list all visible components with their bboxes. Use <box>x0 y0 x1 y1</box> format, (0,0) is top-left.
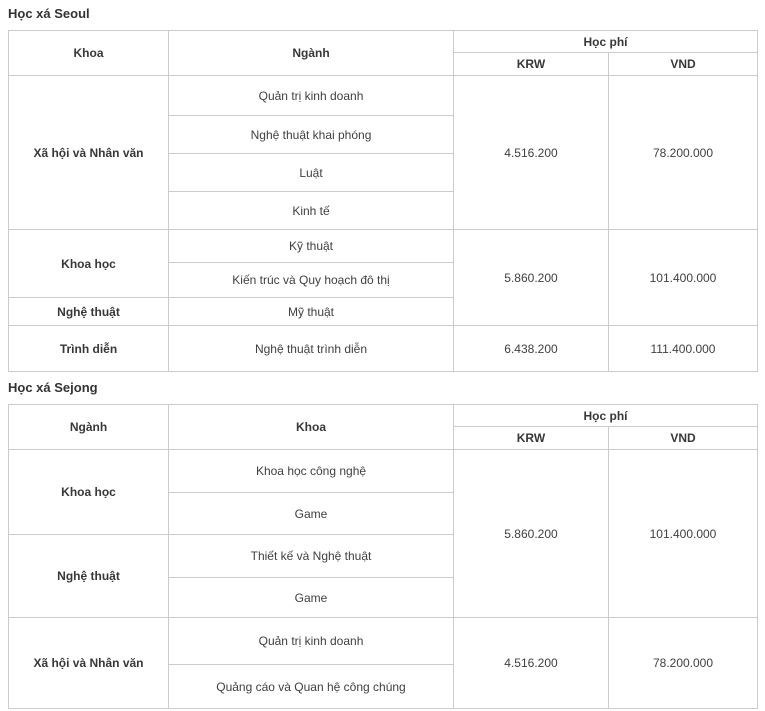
table-row: Xã hội và Nhân văn Quản trị kinh doanh 4… <box>8 617 758 709</box>
sejong-group-cell: Nghệ thuật <box>8 534 169 618</box>
sejong-major-cell: Quảng cáo và Quan hệ công chúng <box>168 664 454 709</box>
table-row: Quảng cáo và Quan hệ công chúng <box>9 664 758 709</box>
seoul-major-cell: Kỹ thuật <box>168 229 454 263</box>
seoul-major-cell: Kinh tế <box>168 191 454 230</box>
sejong-header-vnd: VND <box>608 426 758 450</box>
table-row: Game <box>9 492 758 535</box>
table-row: Nghệ thuật khai phóng <box>9 115 758 154</box>
seoul-header-hoc-phi: Học phí <box>453 30 758 53</box>
sejong-heading: Học xá Sejong <box>8 380 98 395</box>
sejong-group-cell: Khoa học <box>8 449 169 535</box>
section-seoul: Học xá Seoul Khoa Ngành Học phí KRW VND … <box>8 6 758 372</box>
seoul-header-row-1: Khoa Ngành Học phí <box>8 30 758 76</box>
seoul-group-cell: Xã hội và Nhân văn <box>8 75 169 230</box>
sejong-fee-vnd-cell: 101.400.000 <box>608 449 758 618</box>
sejong-major-cell: Game <box>168 492 454 535</box>
seoul-group-cell: Trình diễn <box>8 325 169 372</box>
section-sejong: Học xá Sejong Ngành Khoa Học phí KRW VND… <box>8 380 758 709</box>
seoul-fee-krw-cell: 6.438.200 <box>453 325 609 372</box>
seoul-header-vnd: VND <box>608 52 758 76</box>
seoul-major-cell: Kiến trúc và Quy hoạch đô thị <box>168 262 454 298</box>
sejong-fee-table: Ngành Khoa Học phí KRW VND Khoa học Khoa… <box>8 404 758 709</box>
sejong-header-row-2: KRW VND <box>9 426 758 450</box>
seoul-fee-krw-cell: 5.860.200 <box>453 229 609 326</box>
sejong-fee-vnd-cell: 78.200.000 <box>608 617 758 709</box>
table-row: Luật <box>9 153 758 192</box>
seoul-fee-vnd-cell: 78.200.000 <box>608 75 758 230</box>
seoul-header-khoa: Khoa <box>8 30 169 76</box>
table-row: Kiến trúc và Quy hoạch đô thị <box>9 262 758 298</box>
sejong-major-cell: Game <box>168 577 454 618</box>
table-row: Kinh tế <box>9 191 758 230</box>
table-row: Xã hội và Nhân văn Quản trị kinh doanh 4… <box>8 75 758 230</box>
table-row: Nghệ thuật Thiết kế và Nghệ thuật <box>8 534 758 618</box>
table-row: Nghệ thuật Mỹ thuật <box>8 297 758 326</box>
sejong-header-hoc-phi: Học phí <box>453 404 758 427</box>
table-row: Trình diễn Nghệ thuật trình diễn 6.438.2… <box>8 325 758 372</box>
sejong-header-krw: KRW <box>453 426 609 450</box>
seoul-group-cell: Khoa học <box>8 229 169 298</box>
sejong-fee-krw-cell: 4.516.200 <box>453 617 609 709</box>
seoul-major-cell: Nghệ thuật trình diễn <box>168 325 454 372</box>
seoul-major-cell: Mỹ thuật <box>168 297 454 326</box>
sejong-major-cell: Khoa học công nghệ <box>168 449 454 493</box>
sejong-major-cell: Quản trị kinh doanh <box>168 617 454 665</box>
sejong-group-cell: Xã hội và Nhân văn <box>8 617 169 709</box>
seoul-header-nganh: Ngành <box>168 30 454 76</box>
seoul-fee-vnd-cell: 111.400.000 <box>608 325 758 372</box>
sejong-fee-krw-cell: 5.860.200 <box>453 449 609 618</box>
table-row: Game <box>9 577 758 618</box>
seoul-fee-krw-cell: 4.516.200 <box>453 75 609 230</box>
seoul-major-cell: Quản trị kinh doanh <box>168 75 454 116</box>
seoul-group-cell: Nghệ thuật <box>8 297 169 326</box>
seoul-fee-vnd-cell: 101.400.000 <box>608 229 758 326</box>
table-row: Khoa học Kỹ thuật 5.860.200 101.400.000 <box>8 229 758 326</box>
seoul-header-krw: KRW <box>453 52 609 76</box>
sejong-major-cell: Thiết kế và Nghệ thuật <box>168 534 454 578</box>
seoul-heading: Học xá Seoul <box>8 6 90 21</box>
seoul-fee-table: Khoa Ngành Học phí KRW VND Xã hội và Nhâ… <box>8 30 758 372</box>
seoul-major-cell: Luật <box>168 153 454 192</box>
sejong-header-khoa: Khoa <box>168 404 454 450</box>
sejong-header-row-1: Ngành Khoa Học phí <box>8 404 758 450</box>
seoul-major-cell: Nghệ thuật khai phóng <box>168 115 454 154</box>
table-row: Khoa học Khoa học công nghệ 5.860.200 10… <box>8 449 758 618</box>
sejong-header-nganh: Ngành <box>8 404 169 450</box>
